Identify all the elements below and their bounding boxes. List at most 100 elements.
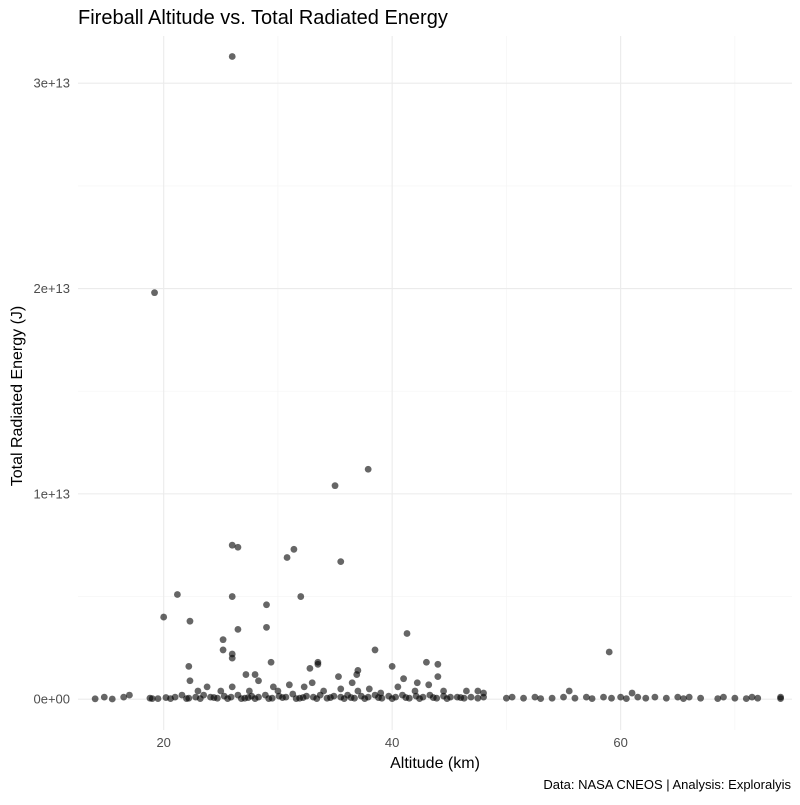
x-axis-title: Altitude (km): [390, 755, 480, 772]
data-point: [251, 695, 259, 702]
data-point: [242, 671, 250, 678]
data-point: [467, 693, 475, 701]
x-tick-label: 60: [613, 735, 627, 750]
data-point: [160, 613, 168, 621]
data-point: [340, 695, 348, 702]
data-point: [167, 695, 174, 702]
data-point: [403, 630, 411, 637]
data-point: [186, 617, 194, 625]
data-point: [151, 289, 158, 297]
data-point: [608, 694, 615, 702]
data-point: [402, 694, 410, 701]
data-point: [434, 673, 442, 681]
data-point: [371, 646, 379, 654]
y-tick-label: 3e+13: [33, 76, 70, 91]
data-point: [714, 695, 722, 702]
data-point: [290, 545, 298, 553]
data-point: [503, 694, 510, 702]
data-point: [388, 695, 396, 702]
data-point: [279, 694, 286, 701]
data-point: [697, 694, 705, 702]
data-point: [251, 671, 259, 678]
data-point: [429, 694, 437, 701]
data-point: [354, 687, 362, 695]
data-point: [457, 694, 465, 701]
data-point: [285, 681, 293, 689]
data-point: [605, 648, 613, 656]
data-point: [394, 683, 402, 691]
data-point: [244, 694, 252, 701]
data-point: [480, 693, 487, 701]
data-point: [582, 693, 590, 701]
chart-caption: Data: NASA CNEOS | Analysis: Exploralyis: [543, 777, 791, 792]
data-point: [299, 694, 307, 701]
y-axis-title: Total Radiated Energy (J): [9, 306, 26, 487]
data-point: [520, 694, 527, 702]
data-point: [622, 695, 630, 702]
data-point: [588, 695, 596, 702]
data-point: [400, 675, 407, 683]
data-point: [388, 662, 396, 670]
data-point: [531, 693, 539, 701]
y-tick-label: 1e+13: [33, 486, 70, 501]
data-point: [411, 687, 419, 695]
data-point: [219, 636, 227, 644]
data-point: [154, 695, 162, 702]
data-point: [565, 687, 573, 695]
data-point: [413, 679, 421, 687]
data-point: [314, 658, 322, 666]
data-point: [306, 665, 314, 672]
data-point: [263, 601, 270, 609]
data-point: [335, 673, 342, 681]
data-point: [634, 693, 642, 701]
data-point: [126, 691, 133, 699]
data-point: [674, 693, 682, 701]
data-point: [234, 543, 242, 551]
data-point: [203, 683, 211, 691]
data-point: [245, 687, 253, 695]
data-point: [642, 694, 650, 702]
data-point: [474, 694, 482, 702]
points-layer: [91, 53, 784, 703]
data-point: [571, 694, 579, 702]
data-point: [742, 695, 750, 702]
data-point: [173, 591, 181, 598]
data-point: [313, 695, 321, 702]
data-point: [283, 554, 291, 561]
data-point: [265, 695, 273, 702]
data-point: [224, 695, 232, 702]
data-point: [108, 695, 116, 703]
data-point: [194, 687, 202, 695]
data-point: [148, 695, 156, 702]
data-point: [183, 695, 190, 702]
data-point: [327, 694, 334, 701]
data-point: [234, 625, 242, 633]
data-point: [560, 693, 567, 701]
data-point: [720, 693, 727, 701]
data-point: [748, 693, 756, 701]
data-point: [228, 53, 236, 60]
data-point: [777, 693, 784, 701]
data-point: [537, 695, 545, 702]
data-point: [463, 687, 470, 695]
data-point: [353, 671, 361, 678]
data-point: [228, 541, 236, 549]
data-point: [365, 685, 373, 693]
data-point: [651, 693, 659, 701]
data-point: [628, 689, 636, 697]
data-point: [508, 693, 516, 701]
data-point: [600, 693, 607, 701]
data-point: [228, 683, 236, 691]
data-point: [297, 593, 305, 600]
data-point: [425, 681, 433, 689]
data-point: [440, 687, 447, 695]
data-point: [347, 694, 355, 701]
data-point: [228, 650, 236, 658]
data-point: [237, 695, 245, 702]
data-point: [267, 658, 275, 666]
data-point: [662, 694, 670, 702]
data-point: [364, 465, 372, 473]
data-point: [196, 695, 204, 702]
data-point: [186, 677, 194, 685]
